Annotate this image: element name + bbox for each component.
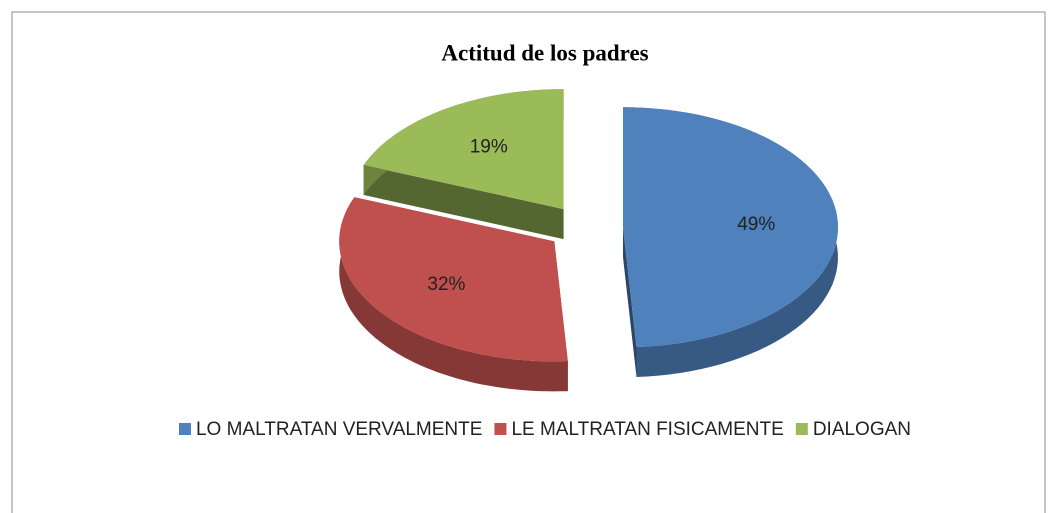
legend-marker bbox=[494, 423, 507, 435]
slice bbox=[623, 107, 838, 347]
data-label: 32% bbox=[427, 274, 465, 295]
legend-label: LE MALTRATAN FISICAMENTE bbox=[511, 419, 783, 440]
slice-wall bbox=[623, 227, 637, 377]
legend-marker bbox=[178, 423, 191, 435]
slice bbox=[363, 89, 564, 210]
slice-side bbox=[339, 197, 568, 392]
legend-label: LO MALTRATAN VERVALMENTE bbox=[196, 419, 482, 440]
legend-marker bbox=[795, 423, 808, 435]
legend-label: DIALOGAN bbox=[813, 419, 911, 440]
data-label: 19% bbox=[470, 137, 508, 158]
chart-title: Actitud de los padres bbox=[441, 40, 648, 65]
slice-wall bbox=[363, 165, 564, 240]
data-label: 49% bbox=[737, 214, 775, 235]
slice bbox=[339, 197, 568, 362]
